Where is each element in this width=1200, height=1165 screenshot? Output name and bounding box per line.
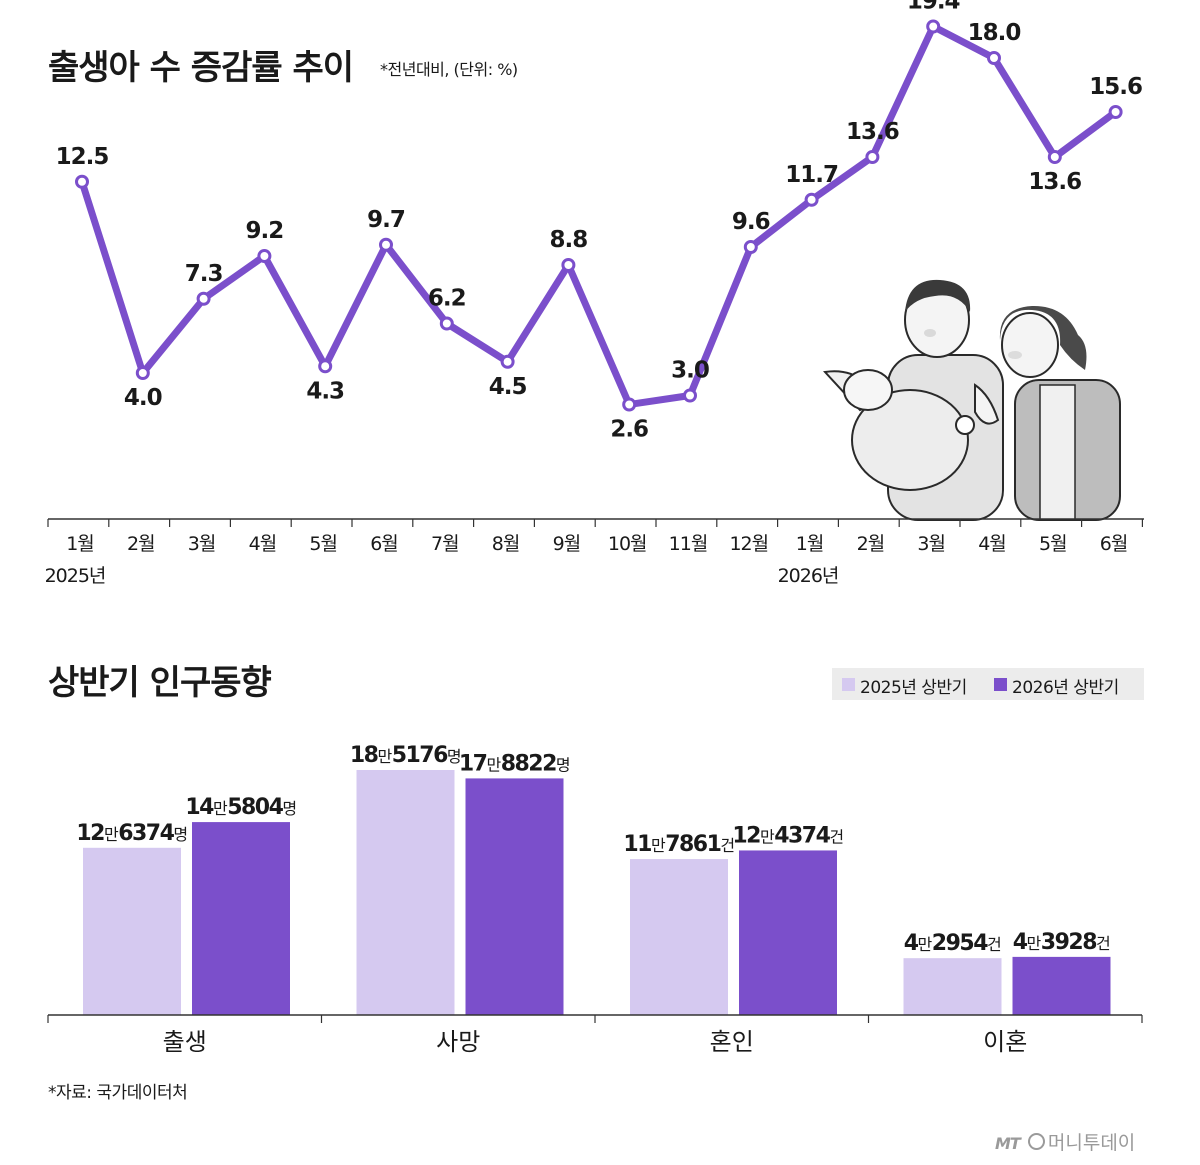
line-point-label: 9.6: [732, 209, 770, 235]
x-tick-label: 7월: [431, 533, 459, 555]
legend-label-2025: 2025년 상반기: [860, 678, 967, 698]
x-tick-label: 4월: [978, 533, 1006, 555]
line-chart-title: 출생아 수 증감률 추이: [48, 48, 354, 88]
line-point: [500, 354, 515, 369]
x-tick-label: 2월: [127, 533, 155, 555]
line-chart: 12.5 4.0 7.3 9.2 4.3 9.7 6.2 4.5 8.8 2.6 3.0 9.6 11.…: [45, 0, 1144, 587]
line-point: [75, 174, 89, 189]
bar-value-label: 4만2954건: [904, 931, 1002, 956]
logo-text: 머니투데이: [1047, 1132, 1136, 1154]
line-point: [683, 388, 697, 403]
bar-category-label: 사망: [436, 1028, 480, 1056]
bar: [356, 770, 455, 1015]
line-point-label: 4.5: [489, 374, 527, 400]
line-point: [318, 359, 333, 374]
bar: [630, 859, 728, 1015]
bar: [83, 847, 181, 1015]
line-point-label: 15.6: [1089, 74, 1142, 100]
line-point-label: 8.8: [550, 227, 588, 253]
x-tick-label: 6월: [1100, 533, 1128, 555]
line-point-label: 6.2: [428, 286, 466, 312]
line-chart-subtitle: *전년대비, (단위: %): [380, 60, 518, 79]
line-point-label: 7.3: [185, 261, 223, 287]
x-tick-label: 3월: [917, 533, 945, 555]
line-point-label: 2.6: [610, 417, 648, 443]
bar-chart-legend: 2025년 상반기 2026년 상반기: [832, 668, 1144, 700]
logo-mark: MT: [995, 1134, 1021, 1153]
bar: [903, 958, 1002, 1015]
publisher-logo: MT 머니투데이: [995, 1128, 1135, 1155]
line-point: [379, 237, 393, 252]
family-illustration: [823, 279, 1121, 521]
line-point: [257, 249, 272, 263]
bar-category-label: 출생: [163, 1028, 207, 1056]
x-tick-label: 4월: [249, 533, 277, 555]
line-point: [196, 291, 211, 306]
line-point: [1108, 105, 1123, 119]
bar-chart-title: 상반기 인구동향: [48, 663, 272, 703]
x-tick-label: 6월: [370, 533, 398, 555]
line-point: [1047, 150, 1062, 164]
line-point-label: 13.6: [846, 119, 899, 145]
bar-category-label: 이혼: [983, 1028, 1027, 1056]
x-tick-label: 11월: [669, 533, 708, 555]
line-point: [987, 51, 1001, 65]
year-label-2025: 2025년: [45, 565, 106, 587]
x-tick-label: 2월: [857, 533, 885, 555]
x-tick-label: 12월: [729, 533, 768, 555]
line-point-label: 11.7: [785, 162, 838, 188]
line-point-label: 18.0: [968, 20, 1021, 46]
legend-swatch-2026: [994, 678, 1007, 691]
line-point: [865, 150, 880, 164]
x-tick-label: 1월: [66, 533, 94, 555]
line-point: [926, 19, 941, 34]
line-series: [78, 23, 1120, 408]
line-point-label: 12.5: [56, 144, 109, 170]
bar: [739, 850, 837, 1015]
line-point: [743, 240, 758, 254]
legend-label-2026: 2026년 상반기: [1012, 678, 1119, 698]
bar: [192, 822, 290, 1015]
line-point: [561, 258, 576, 272]
bar-value-label: 4만3928건: [1013, 930, 1111, 955]
bar-value-label: 18만5176명: [350, 743, 461, 768]
line-point-label: 4.0: [124, 385, 162, 411]
line-point: [135, 366, 150, 380]
bar-value-label: 11만7861건: [623, 832, 734, 857]
source-note: *자료: 국가데이터처: [48, 1083, 188, 1103]
line-point: [622, 397, 637, 412]
line-point: [439, 316, 454, 331]
line-point-label: 9.7: [367, 207, 405, 233]
line-point-label: 19.4: [907, 0, 960, 15]
x-tick-label: 10월: [608, 533, 647, 555]
line-point: [804, 192, 819, 207]
x-tick-label: 3월: [188, 533, 216, 555]
x-tick-label: 9월: [553, 533, 581, 555]
bar-category-label: 혼인: [710, 1028, 754, 1056]
x-tick-label: 8월: [492, 533, 520, 555]
bar: [465, 778, 564, 1015]
bar-value-label: 14만5804명: [185, 795, 296, 820]
line-point-label: 9.2: [246, 218, 284, 244]
year-label-2026: 2026년: [778, 565, 839, 587]
line-point-label: 3.0: [671, 358, 709, 384]
line-point-label: 4.3: [306, 378, 344, 404]
bar-value-label: 17만8822명: [459, 751, 570, 776]
x-tick-label: 1월: [796, 533, 824, 555]
bar-value-label: 12만6374명: [76, 821, 187, 846]
bar: [1012, 956, 1111, 1015]
line-point-label: 13.6: [1028, 169, 1081, 195]
x-tick-label: 5월: [309, 533, 337, 555]
bar-value-label: 12만4374건: [732, 823, 843, 848]
x-tick-label: 5월: [1039, 533, 1067, 555]
legend-swatch-2025: [842, 678, 855, 691]
logo-icon: [1027, 1133, 1045, 1150]
